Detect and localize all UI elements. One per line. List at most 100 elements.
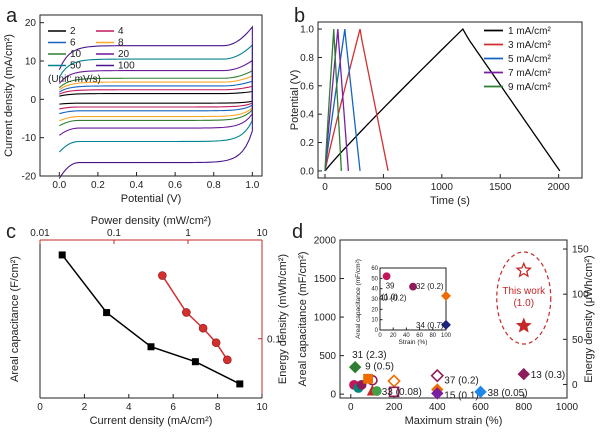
legend-label-b: 9 mA/cm² <box>508 82 551 93</box>
right-axis-title-c: Energy density (mWh/cm²) <box>277 254 289 384</box>
y-tick-label-b: 1.0 <box>300 25 314 36</box>
legend-label-b: 5 mA/cm² <box>508 54 551 65</box>
y-tick-label-b: 0.8 <box>300 53 314 64</box>
cv-curve-4 <box>59 85 253 110</box>
data-point <box>387 374 401 388</box>
x-tick-label-a: 0.2 <box>91 180 105 191</box>
inset-point-label: 40 (0.2) <box>379 294 407 303</box>
right-tick-label-d: 0 <box>572 380 578 391</box>
x-tick-label-d: 600 <box>472 402 489 413</box>
y-axis-title-a: Current density (mA/cm²) <box>3 34 15 157</box>
inset-point-label: 34 (0.7) <box>416 321 444 330</box>
point-label: 33 (0.08) <box>382 387 422 398</box>
panel-a: a 0.0 0.2 0.4 0.6 0.8 1.0 -20 -10 0 10 20 Potential … <box>3 5 263 205</box>
this-work-label: This work <box>502 286 546 297</box>
x-tick-label-c: 8 <box>215 402 221 413</box>
ragone-point <box>158 271 167 280</box>
legend-label-10: 10 <box>70 49 82 60</box>
inset-point-label: 32 (0.2) <box>416 282 444 291</box>
axes-b <box>317 21 583 179</box>
right-tick-label-d: 50 <box>572 335 584 346</box>
capacitance-point <box>58 251 66 259</box>
legend-label-20: 20 <box>118 49 130 60</box>
legend-label-6: 6 <box>70 38 76 49</box>
gcd-curve-7 mA/cm² <box>324 29 350 171</box>
cv-curve-100 <box>58 25 253 179</box>
x-tick-label-b: 2000 <box>548 182 571 193</box>
gcd-curve-5 mA/cm² <box>324 28 361 171</box>
point-label: 31 (2.3) <box>352 350 386 361</box>
x-tick-label-b: 0 <box>322 182 328 193</box>
point-label: 13 (0.3) <box>531 370 565 381</box>
ragone-point <box>223 355 232 365</box>
x-axis-title-a: Potential (V) <box>121 193 182 205</box>
ragone-line <box>161 275 228 361</box>
ragone-point <box>182 308 191 317</box>
panel-d: d0 200 400 600 800 10000500100015002000050100… <box>292 221 595 427</box>
x-tick-label-c: 10 <box>256 402 268 413</box>
legend-label-b: 3 mA/cm² <box>508 40 551 51</box>
panel-letter-b: b <box>294 5 305 27</box>
point-label: 15 (0.1) <box>444 390 478 401</box>
axes-d <box>339 239 568 399</box>
legend-label-b: 1 mA/cm² <box>508 26 551 37</box>
x-tick-label-b: 500 <box>375 182 392 193</box>
y-tick-label-a: 20 <box>25 18 37 29</box>
x-tick-label-d: 800 <box>515 402 532 413</box>
inset-x-tick-label: 40 <box>403 333 410 339</box>
inset-x-tick-label: 20 <box>390 333 397 339</box>
panel-letter-a: a <box>6 5 18 27</box>
right-axis-title-d: Energy density (μWh/cm²) <box>583 255 595 382</box>
y-tick-label-d: 500 <box>319 351 336 362</box>
inset-x-title: Strain (%) <box>399 339 428 346</box>
data-point <box>388 386 400 398</box>
x-tick-label-a: 1.0 <box>245 180 259 191</box>
y-axis-title-c: Areal capacitance (F/cm²) <box>9 256 21 382</box>
top-tick-label-c: 0.1 <box>107 228 121 239</box>
legend-label-2: 2 <box>70 26 76 37</box>
right-tick-label-c: 0.1 <box>267 334 281 345</box>
inset-x-tick-label: 0 <box>378 333 382 339</box>
x-tick-label-b: 1500 <box>489 182 512 193</box>
x-tick-label-b: 1000 <box>431 182 454 193</box>
inset-y-title: Areal capacitance (mF/cm²) <box>355 259 362 339</box>
inset-x-tick-label: 60 <box>416 333 423 339</box>
x-axis-title-d: Maximum strain (%) <box>405 415 503 427</box>
gcd-curve-9 mA/cm² <box>324 29 343 171</box>
inset-point <box>441 290 451 301</box>
data-point <box>363 373 374 384</box>
y-tick-label-d: 2000 <box>314 236 337 247</box>
x-tick-label-c: 4 <box>126 402 132 413</box>
x-tick-label-a: 0.8 <box>207 180 221 191</box>
legend-label-8: 8 <box>118 38 124 49</box>
x-tick-label-a: 0.6 <box>168 180 182 191</box>
point-label: 37 (0.2) <box>444 376 478 387</box>
panel-c: c 0 2 4 6 8 10 0.01 0.1 1 10 0.1 Current density (mA… <box>6 215 289 427</box>
x-axis-title-c: Current density (mA/cm²) <box>90 415 213 427</box>
top-axis-title-c: Power density (mW/cm²) <box>91 215 211 227</box>
ragone-point <box>198 323 208 333</box>
legend-label-4: 4 <box>118 26 124 37</box>
x-tick-label-c: 6 <box>170 402 176 413</box>
y-tick-label-b: 0.4 <box>300 110 314 121</box>
x-tick-label-d: 1000 <box>556 402 579 413</box>
inset-x-tick-label: 100 <box>441 333 452 339</box>
this-work-value: (1.0) <box>513 298 534 309</box>
cv-curve-50 <box>58 43 253 153</box>
panel-letter-c: c <box>6 221 16 243</box>
data-point <box>517 367 530 381</box>
gcd-curve-3 mA/cm² <box>324 28 389 172</box>
legend-label-50: 50 <box>70 61 82 72</box>
this-work-star-open <box>515 261 532 278</box>
capacitance-point <box>147 343 155 351</box>
point-label: 38 (0.05) <box>488 388 528 399</box>
x-tick-label-a: 0.4 <box>130 180 144 191</box>
y-tick-label-b: 0.6 <box>300 81 314 92</box>
inset-point <box>441 319 451 330</box>
inset-y-tick-label: 0 <box>375 328 379 334</box>
x-tick-label-c: 2 <box>82 402 88 413</box>
x-tick-label-a: 0.0 <box>52 180 66 191</box>
top-tick-label-c: 0.01 <box>30 228 50 239</box>
this-work-star-filled <box>515 317 532 333</box>
